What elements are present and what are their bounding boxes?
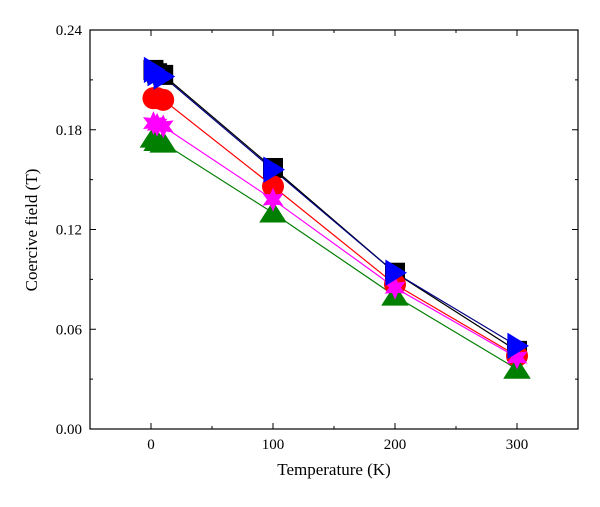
- series-markers-5: [143, 56, 529, 360]
- triangle-up-marker: [149, 131, 177, 153]
- triangle-right-marker: [263, 156, 285, 183]
- y-tick-label: 0.24: [56, 23, 83, 39]
- star-marker: [384, 275, 406, 300]
- circle-marker: [262, 175, 284, 198]
- star-marker: [262, 187, 284, 212]
- series-line-4: [153, 122, 518, 359]
- star-marker: [506, 345, 528, 370]
- series-markers-3: [139, 126, 531, 379]
- x-tick-label: 200: [384, 437, 407, 453]
- y-tick-label: 0.00: [56, 422, 82, 438]
- y-tick-label: 0.18: [56, 123, 82, 139]
- triangle-up-marker: [259, 200, 287, 223]
- series-line-5: [153, 69, 518, 347]
- series-line-1: [153, 69, 518, 352]
- y-axis-label: Coercive field (T): [22, 169, 41, 292]
- y-tick-label: 0.12: [56, 223, 82, 239]
- star-marker: [152, 114, 174, 139]
- triangle-right-marker: [385, 259, 407, 286]
- triangle-right-marker: [153, 63, 176, 90]
- x-tick-label: 100: [262, 437, 285, 453]
- series-markers-4: [143, 111, 528, 370]
- y-tick-label: 0.06: [56, 322, 83, 338]
- x-tick-label: 300: [506, 437, 529, 453]
- series-markers-1: [143, 59, 527, 361]
- x-tick-label: 0: [147, 437, 155, 453]
- circle-marker: [152, 88, 175, 111]
- series-line-2: [153, 97, 518, 357]
- triangle-right-marker: [507, 332, 529, 360]
- series-line-3: [153, 137, 518, 370]
- x-axis-label: Temperature (K): [277, 460, 391, 479]
